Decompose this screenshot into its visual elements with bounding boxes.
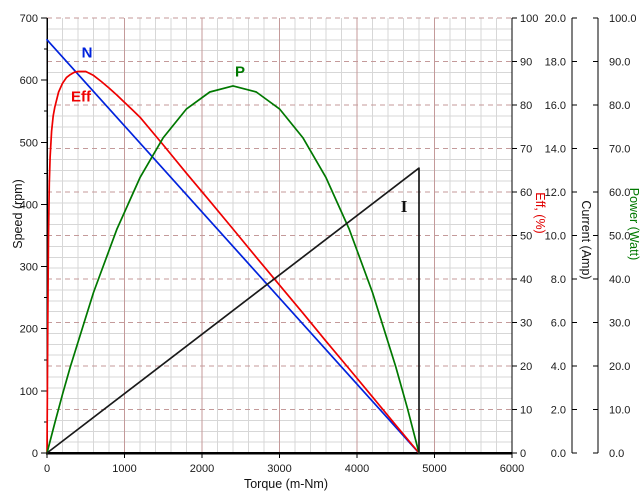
- x-tick-label: 3000: [267, 463, 291, 475]
- x-tick-label: 6000: [500, 463, 524, 475]
- power-axis-title: Power (Watt): [627, 187, 641, 261]
- current-tick-label: 2.0: [551, 405, 566, 417]
- speed-tick-label: 100: [20, 386, 38, 398]
- speed-tick-label: 300: [20, 262, 38, 274]
- x-tick-label: 4000: [345, 463, 369, 475]
- power-tick-label: 40.0: [609, 274, 630, 286]
- speed-tick-label: 200: [20, 324, 38, 336]
- power-tick-label: 80.0: [609, 100, 630, 112]
- speed-tick-label: 700: [20, 13, 38, 25]
- speed-axis-title: Speed (rpm): [11, 179, 25, 249]
- eff-tick-label: 90: [520, 57, 532, 69]
- x-tick-label: 2000: [190, 463, 214, 475]
- current-tick-label: 8.0: [551, 274, 566, 286]
- tick-labels: 0 1000 2000 3000 4000 5000 6000010020030040050…: [20, 13, 637, 475]
- power-curve-label: P: [234, 63, 246, 81]
- eff-tick-label: 20: [520, 361, 532, 373]
- x-tick-label: 1000: [112, 463, 136, 475]
- efficiency-curve-label: Eff: [71, 88, 91, 106]
- current-tick-label: 4.0: [551, 361, 566, 373]
- current-tick-label: 0.0: [551, 448, 566, 460]
- eff-tick-label: 40: [520, 274, 532, 286]
- power-tick-label: 30.0: [609, 318, 630, 330]
- curve-eff: [46, 70, 420, 454]
- speed-tick-label: 600: [20, 75, 38, 87]
- x-tick-label: 0: [44, 463, 50, 475]
- eff-tick-label: 80: [520, 100, 532, 112]
- power-tick-label: 20.0: [609, 361, 630, 373]
- data-curves: [46, 38, 420, 454]
- speed-tick-label: 400: [20, 199, 38, 211]
- power-tick-label: 10.0: [609, 405, 630, 417]
- current-curve-label: I: [400, 197, 408, 216]
- curve-p: [46, 85, 420, 454]
- power-tick-label: 50.0: [609, 231, 630, 243]
- eff-tick-label: 70: [520, 144, 532, 156]
- x-tick-label: 5000: [422, 463, 446, 475]
- eff-tick-label: 100: [520, 13, 538, 25]
- current-tick-label: 14.0: [545, 144, 566, 156]
- speed-tick-label: 500: [20, 137, 38, 149]
- current-axis-title: Current (Amp): [579, 200, 593, 280]
- eff-tick-label: 0: [520, 448, 526, 460]
- current-tick-label: 18.0: [545, 57, 566, 69]
- power-tick-label: 90.0: [609, 57, 630, 69]
- speed-tick-label: 0: [32, 448, 38, 460]
- speed-curve-label: N: [81, 44, 93, 62]
- eff-axis-title: Eff, (%): [533, 192, 547, 234]
- current-tick-label: 16.0: [545, 100, 566, 112]
- eff-tick-label: 50: [520, 231, 532, 243]
- power-tick-label: 0.0: [609, 448, 624, 460]
- power-tick-label: 60.0: [609, 187, 630, 199]
- current-tick-label: 20.0: [545, 13, 566, 25]
- power-tick-label: 100.0: [609, 13, 637, 25]
- curve-n: [46, 38, 420, 454]
- eff-tick-label: 30: [520, 318, 532, 330]
- power-tick-label: 70.0: [609, 144, 630, 156]
- torque-axis-title: Torque (m-Nm): [243, 477, 329, 491]
- current-tick-label: 12.0: [545, 187, 566, 199]
- curve-i: [46, 167, 420, 454]
- current-tick-label: 6.0: [551, 318, 566, 330]
- current-tick-label: 10.0: [545, 231, 566, 243]
- eff-tick-label: 60: [520, 187, 532, 199]
- eff-tick-label: 10: [520, 405, 532, 417]
